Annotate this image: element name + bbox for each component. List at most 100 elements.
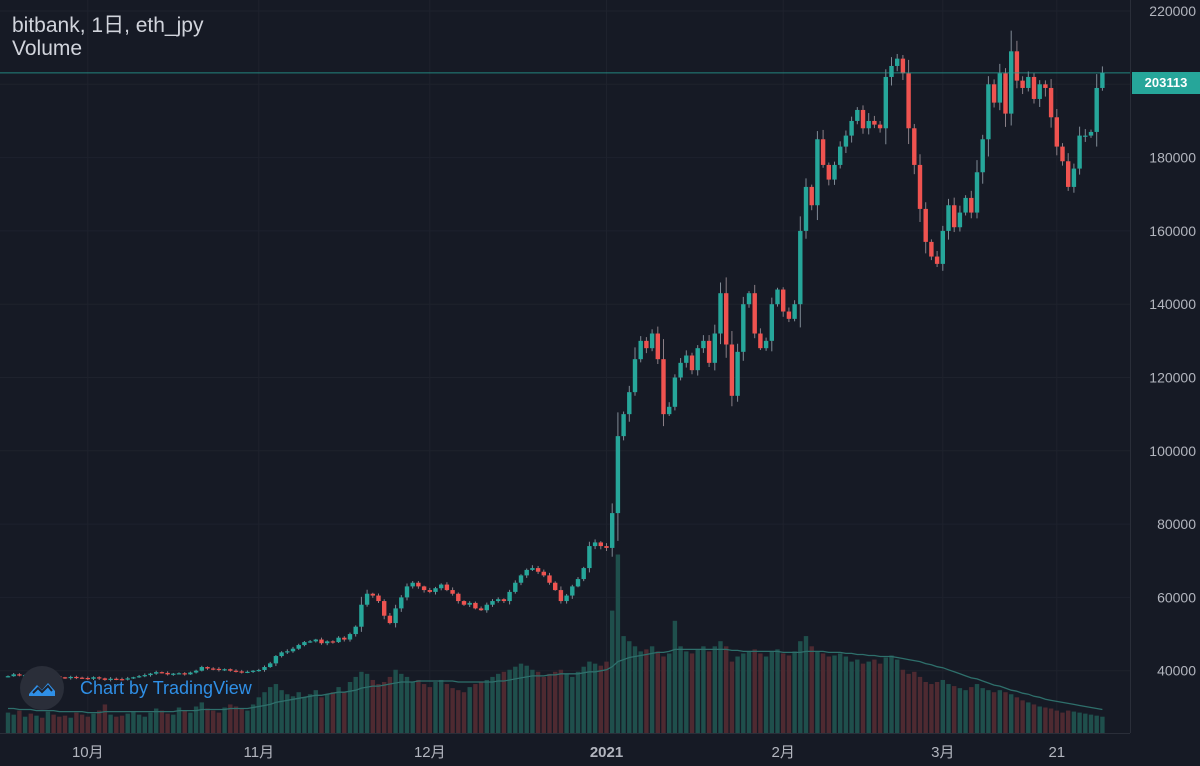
volume-indicator-label[interactable]: Volume <box>12 37 83 60</box>
candle <box>1020 76 1025 95</box>
candle <box>5 675 11 678</box>
candle-body <box>427 590 432 592</box>
candle <box>872 115 877 129</box>
volume-bar <box>769 651 774 733</box>
candle <box>382 599 387 620</box>
time-tick-label: 21 <box>1048 744 1065 761</box>
volume-bar <box>262 692 267 733</box>
candle-body <box>929 241 934 257</box>
candle-body <box>706 340 712 363</box>
volume-bar <box>1066 710 1071 733</box>
time-tick-label: 11月 <box>244 744 275 761</box>
volume-bar <box>513 666 518 733</box>
volume-bar <box>1077 712 1082 733</box>
symbol-title[interactable]: bitbank, 1日, eth_jpy <box>12 14 204 37</box>
volume-bar <box>877 663 883 733</box>
volume-bar <box>478 682 484 733</box>
candle <box>176 672 182 675</box>
candle-body <box>883 76 888 129</box>
candle-body <box>1100 72 1105 88</box>
candle <box>1100 66 1105 91</box>
candle <box>256 668 261 672</box>
time-axis[interactable]: 10月 11月 12月 2021 2月 3月 21 <box>0 733 1130 762</box>
volume-bar <box>302 697 307 733</box>
candle <box>1048 79 1054 128</box>
candle-body <box>444 584 450 591</box>
candle-body <box>433 588 438 592</box>
volume-bar <box>461 692 467 733</box>
volume-bar <box>273 684 279 733</box>
candle <box>1031 73 1037 104</box>
candle-body <box>895 58 900 66</box>
volume-bar <box>1014 697 1020 733</box>
candle <box>68 675 73 680</box>
volume-bar <box>5 712 11 733</box>
volume-bar <box>518 663 524 733</box>
candle <box>296 643 301 650</box>
volume-bar <box>969 687 974 733</box>
candle-body <box>917 164 923 209</box>
candle-body <box>718 293 723 334</box>
candle-body <box>632 359 638 393</box>
candle <box>741 296 746 361</box>
candle-body <box>849 120 854 136</box>
candle-body <box>404 586 410 598</box>
candle <box>114 677 119 681</box>
candle-body <box>68 676 73 679</box>
candle <box>587 541 592 573</box>
candle-body <box>91 677 96 679</box>
volume-bar <box>125 713 130 733</box>
candle-body <box>382 601 387 616</box>
candle <box>410 581 415 589</box>
volume-bar <box>256 697 261 733</box>
watermark-text[interactable]: Chart by TradingView <box>80 677 252 698</box>
candle-body <box>535 568 541 572</box>
candle-body <box>228 669 233 671</box>
volume-bar <box>667 653 672 733</box>
candle-body <box>171 673 176 675</box>
price-axis[interactable]: 40000 60000 80000 100000 120000 140000 160000 1… <box>1130 0 1197 733</box>
volume-bar <box>91 713 96 733</box>
volume-bar <box>1043 707 1048 733</box>
candle <box>427 587 432 594</box>
volume-bar <box>1054 710 1059 733</box>
candle <box>342 636 347 642</box>
volume-bar <box>296 692 301 733</box>
candle-body <box>319 639 324 644</box>
volume-bar <box>929 684 934 733</box>
candle-body <box>689 355 695 371</box>
candle <box>986 76 991 157</box>
candle-body <box>991 84 997 103</box>
candle <box>513 580 518 594</box>
candle-body <box>1088 131 1094 136</box>
candle-body <box>963 197 968 213</box>
candle-body <box>889 65 894 77</box>
candle <box>969 190 974 219</box>
candlesticks <box>5 30 1105 682</box>
volume-bar <box>1048 708 1054 733</box>
candle-body <box>638 340 643 360</box>
candle <box>387 612 393 625</box>
volume-bar <box>991 692 997 733</box>
volume-bar <box>604 661 609 733</box>
candle-body <box>176 673 182 675</box>
candle-body <box>969 197 974 213</box>
volume-bar <box>1071 711 1077 733</box>
candle <box>974 160 980 219</box>
candle <box>273 655 279 667</box>
volume-bar <box>490 676 495 733</box>
candle <box>547 572 552 585</box>
candle <box>575 577 581 588</box>
volume-bar <box>102 704 108 733</box>
candle-body <box>421 586 427 591</box>
candle-body <box>473 602 478 609</box>
candle-body <box>250 670 256 672</box>
candle <box>125 676 130 681</box>
tradingview-watermark[interactable]: Chart by TradingView <box>20 666 252 710</box>
volume-bar <box>815 651 820 733</box>
candle <box>1077 126 1082 175</box>
candle <box>456 592 461 604</box>
candle-body <box>410 582 415 587</box>
